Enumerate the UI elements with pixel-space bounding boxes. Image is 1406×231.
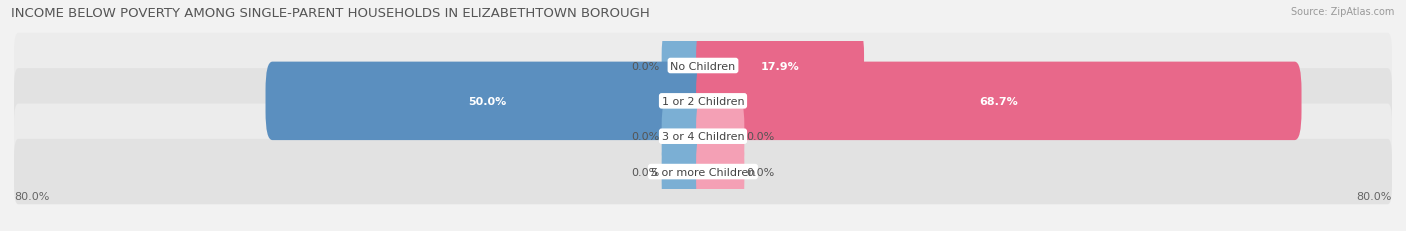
Text: 3 or 4 Children: 3 or 4 Children <box>662 132 744 142</box>
Text: 50.0%: 50.0% <box>468 96 506 106</box>
FancyBboxPatch shape <box>696 133 744 211</box>
FancyBboxPatch shape <box>696 62 1302 140</box>
Text: 68.7%: 68.7% <box>980 96 1018 106</box>
Text: 0.0%: 0.0% <box>747 132 775 142</box>
Text: Source: ZipAtlas.com: Source: ZipAtlas.com <box>1291 7 1395 17</box>
Text: 17.9%: 17.9% <box>761 61 800 71</box>
FancyBboxPatch shape <box>662 133 710 211</box>
FancyBboxPatch shape <box>662 97 710 176</box>
Text: 0.0%: 0.0% <box>631 167 659 177</box>
Text: 80.0%: 80.0% <box>1357 191 1392 201</box>
Text: 5 or more Children: 5 or more Children <box>651 167 755 177</box>
FancyBboxPatch shape <box>14 139 1392 204</box>
FancyBboxPatch shape <box>662 27 710 105</box>
Text: 0.0%: 0.0% <box>747 167 775 177</box>
FancyBboxPatch shape <box>14 104 1392 169</box>
Text: 0.0%: 0.0% <box>631 61 659 71</box>
Text: 80.0%: 80.0% <box>14 191 49 201</box>
FancyBboxPatch shape <box>14 34 1392 99</box>
FancyBboxPatch shape <box>14 69 1392 134</box>
Text: 0.0%: 0.0% <box>631 132 659 142</box>
FancyBboxPatch shape <box>696 27 865 105</box>
FancyBboxPatch shape <box>266 62 710 140</box>
Text: INCOME BELOW POVERTY AMONG SINGLE-PARENT HOUSEHOLDS IN ELIZABETHTOWN BOROUGH: INCOME BELOW POVERTY AMONG SINGLE-PARENT… <box>11 7 650 20</box>
Text: 1 or 2 Children: 1 or 2 Children <box>662 96 744 106</box>
FancyBboxPatch shape <box>696 97 744 176</box>
Text: No Children: No Children <box>671 61 735 71</box>
